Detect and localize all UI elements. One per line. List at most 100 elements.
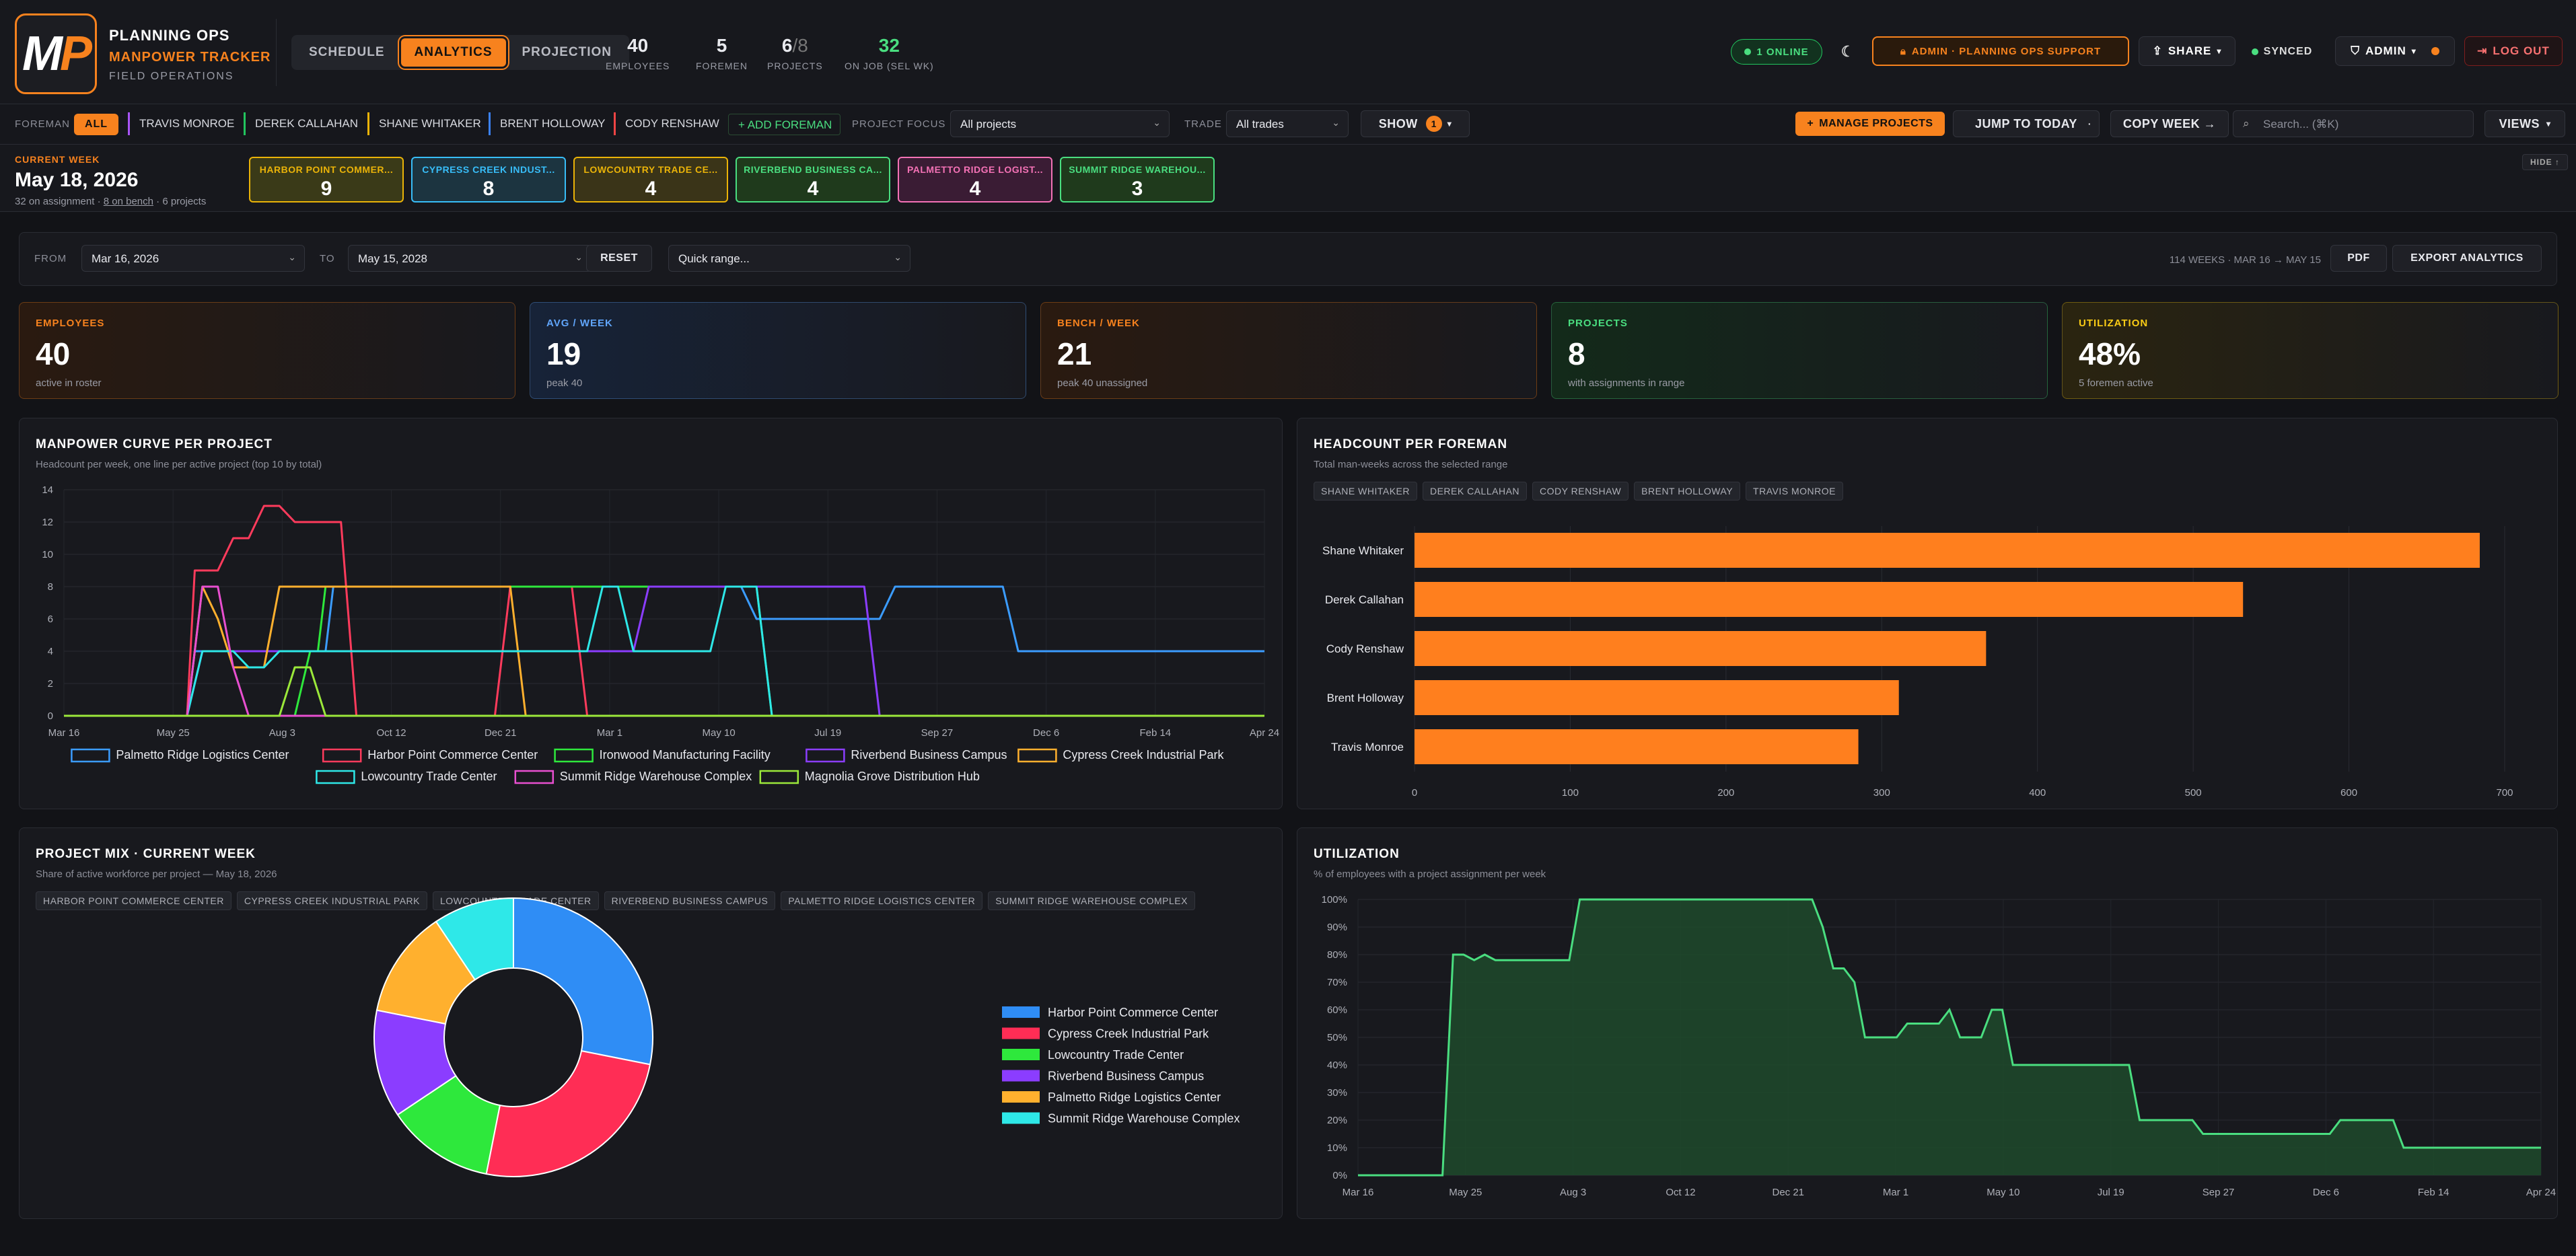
export-analytics-button[interactable]: EXPORT ANALYTICS	[2392, 245, 2542, 272]
trade-select[interactable]: All trades ⌄	[1226, 110, 1349, 137]
admin-menu-button[interactable]: ⛉ ADMIN ▾	[2335, 36, 2455, 66]
filter-tag[interactable]: SHANE WHITAKER	[1314, 482, 1417, 501]
kpi-sub: peak 40	[546, 377, 583, 389]
legend-swatch	[1002, 1027, 1040, 1039]
search-input[interactable]: ⌕ Search... (⌘K)	[2233, 110, 2474, 137]
manage-projects-button[interactable]: + MANAGE PROJECTS	[1795, 112, 1945, 136]
to-date-select[interactable]: May 15, 2028 ⌄	[348, 245, 592, 272]
x-tick-label: 300	[1873, 787, 1890, 799]
project-card-4[interactable]: RIVERBEND BUSINESS CA... 4	[736, 157, 890, 202]
show-button[interactable]: SHOW 1 ▾	[1361, 110, 1470, 137]
foreman-label: FOREMAN	[15, 118, 70, 130]
legend-swatch	[316, 770, 355, 784]
foreman-chip-brent-holloway[interactable]: BRENT HOLLOWAY	[489, 112, 614, 135]
kpi-label: BENCH / WEEK	[1057, 318, 1140, 329]
chevron-down-icon: ⌄	[894, 252, 902, 262]
views-button[interactable]: VIEWS ▾	[2484, 110, 2565, 137]
reset-button[interactable]: RESET	[586, 245, 652, 272]
share-button[interactable]: ⇪ SHARE ▾	[2139, 36, 2235, 66]
chevron-down-icon: ▾	[2411, 46, 2417, 56]
project-focus-select[interactable]: All projects ⌄	[950, 110, 1170, 137]
project-card-1[interactable]: HARBOR POINT COMMER... 9	[249, 157, 404, 202]
add-foreman-button[interactable]: + ADD FOREMAN	[728, 114, 841, 135]
foreman-chip-cody-renshaw[interactable]: CODY RENSHAW	[614, 112, 727, 135]
x-tick-label: May 25	[1449, 1187, 1482, 1198]
quick-range-select[interactable]: Quick range... ⌄	[668, 245, 910, 272]
sync-dot-icon	[2251, 48, 2258, 55]
project-card-6[interactable]: SUMMIT RIDGE WAREHOU... 3	[1060, 157, 1215, 202]
kpi-value: 8	[1568, 336, 1585, 371]
filter-bar: FOREMAN ALL TRAVIS MONROE DEREK CALLAHAN…	[0, 104, 2576, 145]
filter-tag[interactable]: RIVERBEND BUSINESS CAMPUS	[604, 891, 776, 910]
theme-toggle-icon[interactable]: ☾	[1840, 43, 1855, 60]
x-tick-label: Dec 6	[2313, 1187, 2339, 1198]
y-tick-label: 0	[48, 710, 53, 722]
legend-swatch	[554, 748, 594, 763]
y-tick-label: 30%	[1327, 1087, 1347, 1099]
kpi-projects: PROJECTS 8 with assignments in range	[1551, 302, 2048, 399]
admin-context-badge[interactable]: 🔒︎ ADMIN · PLANNING OPS SUPPORT	[1872, 36, 2129, 66]
filter-tag[interactable]: HARBOR POINT COMMERCE CENTER	[36, 891, 231, 910]
tab-schedule[interactable]: SCHEDULE	[309, 45, 385, 59]
legend-swatch	[514, 770, 554, 784]
slice-harbor-point-commerce-center	[513, 897, 653, 1066]
copy-week-button[interactable]: COPY WEEK →	[2110, 110, 2229, 137]
y-tick-label: 2	[48, 678, 53, 690]
filter-tag[interactable]: SUMMIT RIDGE WAREHOUSE COMPLEX	[988, 891, 1195, 910]
filter-tag[interactable]: CYPRESS CREEK INDUSTRIAL PARK	[236, 891, 427, 910]
legend-label: Cypress Creek Industrial Park	[1063, 748, 1224, 762]
x-tick-label: Mar 1	[1883, 1187, 1908, 1198]
filter-tag[interactable]: DEREK CALLAHAN	[1422, 482, 1528, 501]
x-tick-label: Mar 16	[48, 727, 80, 739]
project-mix-donut: Harbor Point Commerce Center Cypress Cree…	[373, 897, 1240, 1177]
range-info: 114 WEEKS · MAR 16 → MAY 15	[2169, 254, 2321, 266]
filter-tag[interactable]: BRENT HOLLOWAY	[1634, 482, 1741, 501]
foreman-chip-travis-monroe[interactable]: TRAVIS MONROE	[128, 112, 242, 135]
app-logo[interactable]: MP	[15, 13, 97, 94]
legend-swatch	[1002, 1006, 1040, 1018]
y-tick-label: 20%	[1327, 1115, 1347, 1126]
tab-analytics[interactable]: ANALYTICS	[400, 38, 506, 67]
x-tick-label: 700	[2496, 787, 2513, 799]
utilization-area	[1358, 899, 2541, 1175]
project-mix-subtitle: Share of active workforce per project — …	[36, 869, 277, 880]
hide-week-button[interactable]: HIDE ↑	[2522, 154, 2568, 170]
project-card-2[interactable]: CYPRESS CREEK INDUST... 8	[411, 157, 566, 202]
show-count-badge: 1	[1425, 116, 1442, 132]
x-tick-label: 0	[1412, 787, 1417, 799]
series-line-magnolia-grove-distribution-hub	[64, 666, 1264, 717]
kpi-label: AVG / WEEK	[546, 318, 613, 329]
project-card-3[interactable]: LOWCOUNTRY TRADE CE... 4	[573, 157, 728, 202]
manpower-title: MANPOWER CURVE PER PROJECT	[36, 437, 273, 451]
tab-projection[interactable]: PROJECTION	[522, 45, 612, 59]
y-tick-label: 10	[42, 549, 53, 560]
filter-tag[interactable]: TRAVIS MONROE	[1746, 482, 1843, 501]
legend-swatch	[71, 748, 110, 763]
legend-label: Summit Ridge Warehouse Complex	[560, 770, 752, 783]
project-card-name: SUMMIT RIDGE WAREHOU...	[1069, 164, 1206, 175]
project-mix-tags: HARBOR POINT COMMERCE CENTER CYPRESS CREE…	[36, 891, 1201, 910]
jump-options-dot-icon[interactable]: ·	[2081, 110, 2100, 137]
x-tick-label: Dec 21	[1773, 1187, 1805, 1198]
legend-swatch	[806, 748, 845, 763]
x-tick-label: 100	[1562, 787, 1579, 799]
brand-subtitle: MANPOWER TRACKER	[109, 50, 271, 65]
foreman-chip-shane-whitaker[interactable]: SHANE WHITAKER	[367, 112, 489, 135]
legend-swatch	[1002, 1112, 1040, 1124]
current-week-date: May 18, 2026	[15, 169, 139, 191]
from-date-select[interactable]: Mar 16, 2026 ⌄	[81, 245, 305, 272]
kpi-label: PROJECTS	[1568, 318, 1628, 329]
foreman-chip-derek-callahan[interactable]: DEREK CALLAHAN	[244, 112, 366, 135]
project-card-5[interactable]: PALMETTO RIDGE LOGIST... 4	[898, 157, 1052, 202]
pdf-button[interactable]: PDF	[2330, 245, 2387, 272]
foreman-all-chip[interactable]: ALL	[74, 114, 118, 135]
jump-to-today-button[interactable]: JUMP TO TODAY	[1953, 110, 2100, 137]
foreman-tags: SHANE WHITAKER DEREK CALLAHAN CODY RENSHAW…	[1314, 482, 1849, 501]
filter-tag[interactable]: CODY RENSHAW	[1532, 482, 1629, 501]
slice-summit-ridge-warehouse-complex	[435, 897, 514, 981]
kpi-sub: with assignments in range	[1568, 377, 1685, 389]
foreman-subtitle: Total man-weeks across the selected rang…	[1314, 459, 1508, 470]
filter-tag[interactable]: PALMETTO RIDGE LOGISTICS CENTER	[781, 891, 983, 910]
logout-button[interactable]: ⇥ LOG OUT	[2464, 36, 2563, 66]
legend-label: Lowcountry Trade Center	[1048, 1048, 1184, 1062]
